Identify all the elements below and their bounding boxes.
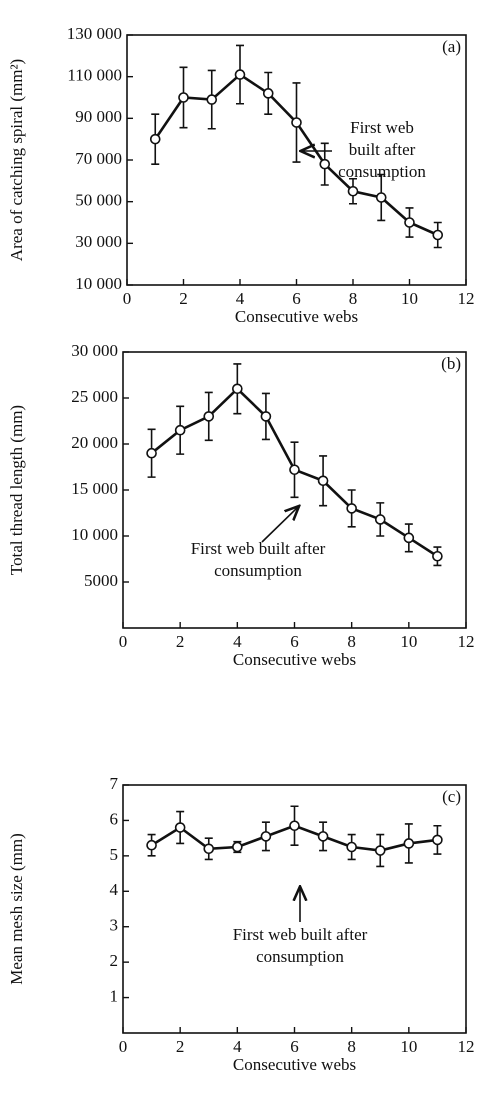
annotation: First web built after [191, 539, 326, 558]
y-tick-label: 50 000 [75, 191, 122, 210]
data-point [149, 133, 161, 145]
data-point [232, 383, 243, 395]
y-tick-label: 25 000 [71, 387, 118, 406]
data-point [432, 834, 443, 846]
x-tick-label: 0 [123, 289, 132, 308]
data-point [146, 839, 157, 851]
x-tick-label: 6 [292, 289, 301, 308]
x-tick-label: 8 [347, 1037, 356, 1056]
data-point [317, 475, 329, 487]
x-tick-label: 10 [400, 1037, 417, 1056]
x-tick-label: 10 [401, 289, 418, 308]
data-point [432, 550, 443, 562]
y-tick-label: 15 000 [71, 479, 118, 498]
y-tick-label: 5000 [84, 571, 118, 590]
data-point [374, 845, 386, 856]
data-point [262, 88, 274, 99]
data-point [289, 464, 300, 476]
annotation: First web [350, 118, 414, 137]
x-tick-label: 10 [400, 632, 417, 651]
data-point [346, 503, 357, 514]
y-tick-label: 7 [110, 774, 119, 793]
x-tick-label: 6 [290, 1037, 299, 1056]
data-point [203, 843, 215, 855]
data-point [146, 447, 157, 459]
panel-label: (b) [441, 354, 461, 373]
data-point [289, 820, 300, 832]
x-tick-label: 12 [458, 632, 475, 651]
data-point [403, 838, 415, 849]
y-tick-label: 110 000 [67, 66, 122, 85]
x-tick-label: 12 [458, 289, 475, 308]
x-tick-label: 6 [290, 632, 299, 651]
y-tick-label: 70 000 [75, 149, 122, 168]
x-tick-label: 0 [119, 632, 128, 651]
data-point [178, 92, 189, 103]
data-point [319, 158, 331, 170]
y-axis-label: Area of catching spiral (mm²) [7, 59, 26, 261]
y-tick-label: 4 [110, 880, 119, 899]
y-tick-label: 3 [110, 916, 119, 935]
y-tick-label: 6 [110, 809, 119, 828]
data-point [232, 841, 243, 853]
y-tick-label: 130 000 [67, 24, 122, 43]
x-tick-label: 4 [233, 1037, 242, 1056]
x-axis-label: Consecutive webs [233, 650, 356, 669]
y-tick-label: 2 [110, 951, 119, 970]
data-point [203, 411, 215, 422]
data-point [403, 532, 415, 544]
y-tick-label: 1 [110, 986, 119, 1005]
data-point [174, 822, 186, 833]
y-tick-label: 90 000 [75, 107, 122, 126]
x-axis-label: Consecutive webs [233, 1055, 356, 1074]
y-tick-label: 30 000 [71, 341, 118, 360]
x-tick-label: 4 [236, 289, 245, 308]
x-tick-label: 12 [458, 1037, 475, 1056]
annotation: built after [349, 140, 416, 159]
y-tick-label: 10 000 [71, 525, 118, 544]
data-point [206, 94, 218, 105]
x-tick-label: 2 [176, 1037, 185, 1056]
x-tick-label: 8 [347, 632, 356, 651]
y-axis-label: Mean mesh size (mm) [7, 833, 26, 985]
x-tick-label: 2 [176, 632, 185, 651]
x-tick-label: 4 [233, 632, 242, 651]
annotation: consumption [214, 561, 302, 580]
x-axis-label: Consecutive webs [235, 307, 358, 326]
y-tick-label: 30 000 [75, 232, 122, 251]
panel-label: (c) [442, 787, 461, 806]
annotation: consumption [256, 947, 344, 966]
annotation: consumption [338, 162, 426, 181]
data-point [234, 69, 246, 80]
arrow [261, 507, 298, 543]
data-point [174, 424, 186, 436]
y-tick-label: 20 000 [71, 433, 118, 452]
x-tick-label: 2 [179, 289, 188, 308]
data-point [260, 411, 272, 422]
y-tick-label: 10 000 [75, 274, 122, 293]
data-point [291, 117, 302, 128]
panel-label: (a) [442, 37, 461, 56]
data-point [404, 217, 415, 228]
data-point [432, 229, 444, 241]
data-point [317, 831, 329, 842]
data-point [260, 831, 272, 842]
y-axis-label: Total thread length (mm) [7, 405, 26, 575]
data-point [346, 841, 357, 853]
data-point [375, 192, 387, 203]
x-tick-label: 8 [349, 289, 358, 308]
y-tick-label: 5 [110, 845, 119, 864]
data-point [374, 514, 386, 525]
x-tick-label: 0 [119, 1037, 128, 1056]
annotation: First web built after [233, 925, 368, 944]
data-point [347, 185, 359, 197]
